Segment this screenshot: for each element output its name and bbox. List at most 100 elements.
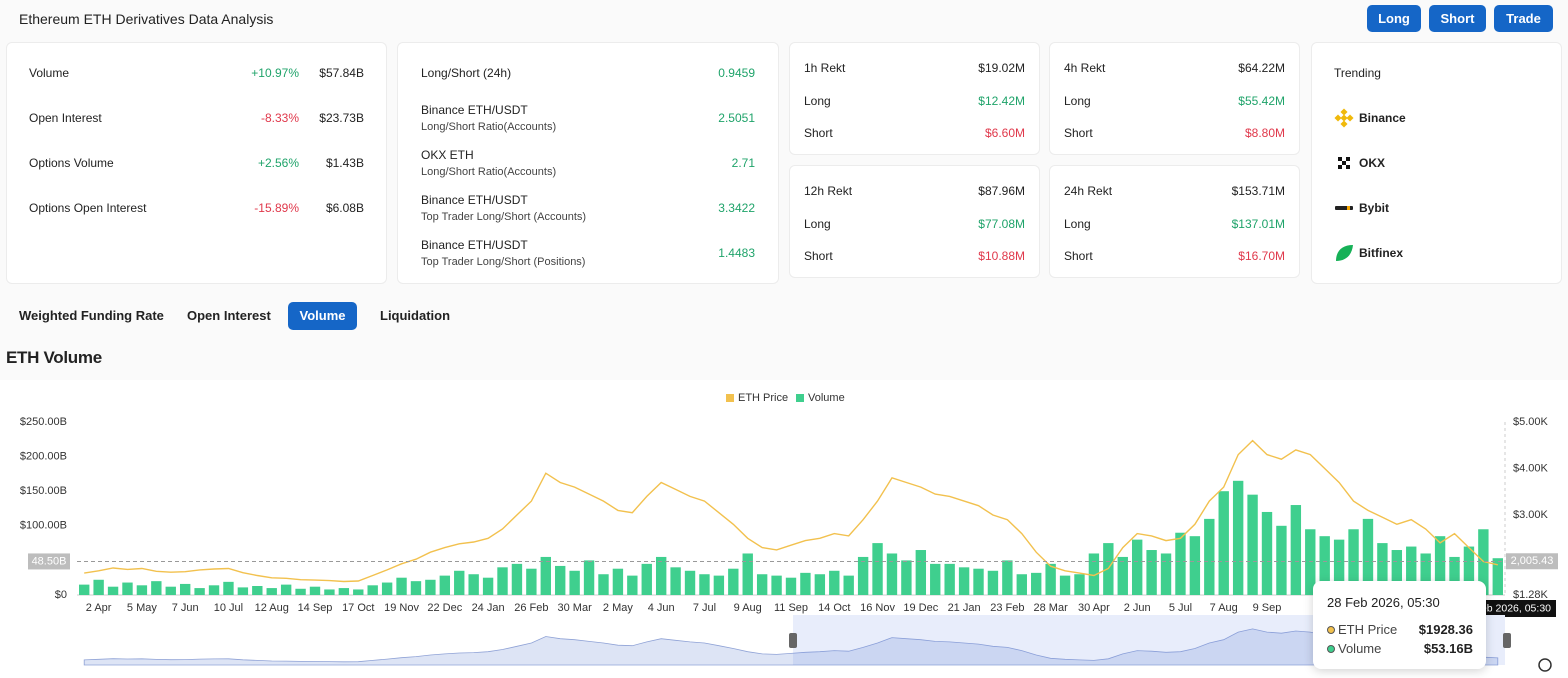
action-button[interactable]: Trade: [1494, 5, 1553, 32]
volume-bar: [699, 574, 710, 595]
rekt-long: $55.42M: [1238, 94, 1285, 108]
x-tick-label: 7 Aug: [1210, 602, 1238, 614]
exchange-logo: [1334, 108, 1354, 128]
y-tick-label: $100.00B: [20, 520, 67, 532]
exchange-logo: [1334, 243, 1354, 263]
rekt-total: $64.22M: [1238, 61, 1285, 75]
volume-bar: [122, 582, 133, 595]
tooltip-label: Volume: [1338, 641, 1382, 656]
y2-tick-label: $5.00K: [1513, 416, 1549, 428]
volume-bar: [641, 563, 652, 595]
volume-bar: [1449, 556, 1460, 595]
volume-bar: [410, 581, 422, 595]
volume-bar: [555, 565, 566, 595]
volume-bar: [151, 581, 162, 595]
navigator-handle[interactable]: [789, 633, 797, 648]
volume-bar: [93, 579, 104, 595]
action-button[interactable]: Long: [1367, 5, 1421, 32]
ratio-label: Long/Short (24h): [421, 66, 512, 80]
ratio-title: Binance ETH/USDT: [421, 193, 528, 207]
volume-bar: [684, 570, 696, 595]
x-tick-label: 14 Sep: [298, 602, 333, 614]
tooltip: 28 Feb 2026, 05:30 ETH Price $1928.36 Volum…: [1313, 581, 1486, 669]
volume-bar: [1016, 574, 1027, 595]
volume-bar: [915, 550, 927, 595]
tab[interactable]: Open Interest: [187, 308, 271, 323]
volume-bar: [771, 575, 782, 595]
navigator-handle[interactable]: [1503, 633, 1511, 648]
volume-bar: [598, 574, 609, 595]
rekt-short: $6.60M: [984, 126, 1025, 140]
rekt-card: 24h Rekt $153.71M Long $137.01M Short $16.70M: [1049, 165, 1300, 278]
legend-label: ETH Price: [738, 392, 788, 404]
volume-bar: [728, 568, 739, 595]
volume-bar: [1059, 575, 1071, 595]
volume-bar: [973, 568, 984, 595]
volume-bar: [179, 583, 191, 595]
y-tick-label: $150.00B: [20, 485, 67, 497]
x-tick-label: 21 Jan: [948, 602, 981, 614]
x-tick-label: 30 Apr: [1078, 602, 1110, 614]
volume-bar: [280, 584, 292, 595]
exchange-logo: [1334, 198, 1354, 218]
x-tick-label: 22 Dec: [427, 602, 462, 614]
rekt-card: 4h Rekt $64.22M Long $55.42M Short $8.80M: [1049, 42, 1300, 155]
volume-bar: [468, 574, 479, 595]
volume-bar: [237, 587, 249, 595]
volume-bar: [396, 577, 407, 595]
volume-bar: [958, 567, 970, 595]
volume-bar: [338, 588, 350, 595]
exchange-name[interactable]: Binance: [1359, 111, 1406, 125]
stat-label: Open Interest: [29, 111, 102, 125]
ratio-title: OKX ETH: [421, 148, 474, 162]
stat-label: Options Volume: [29, 156, 114, 170]
rekt-total: $153.71M: [1231, 184, 1285, 198]
volume-bar: [1131, 539, 1143, 595]
volume-bar: [266, 588, 277, 595]
x-tick-label: 24 Jan: [472, 602, 505, 614]
tab[interactable]: Weighted Funding Rate: [19, 308, 164, 323]
rekt-long: $137.01M: [1231, 217, 1285, 231]
settings-icon[interactable]: [1538, 658, 1552, 672]
volume-bar: [814, 574, 826, 595]
volume-bar: [583, 560, 595, 595]
rekt-short-label: Short: [804, 126, 833, 140]
exchange-name[interactable]: Bitfinex: [1359, 246, 1404, 260]
volume-bar: [930, 563, 941, 595]
rekt-long-label: Long: [804, 217, 831, 231]
volume-bar: [1261, 511, 1273, 595]
volume-bar: [353, 589, 364, 595]
tab[interactable]: Volume: [288, 302, 357, 330]
volume-bar: [843, 575, 854, 595]
trending-card: Trending Binance OKX Bybit Bitfinex: [1311, 42, 1562, 284]
x-tick-label: 16 Nov: [860, 602, 895, 614]
tab[interactable]: Liquidation: [380, 308, 451, 323]
volume-bar: [1463, 546, 1475, 595]
exchange-name[interactable]: OKX: [1359, 156, 1386, 170]
rekt-total: $19.02M: [978, 61, 1025, 75]
navigator-area: [83, 628, 1499, 666]
volume-bar: [1189, 536, 1201, 595]
volume-bar: [454, 570, 465, 595]
rekt-title: 24h Rekt: [1064, 184, 1113, 198]
volume-bar: [886, 553, 898, 595]
stat-value: $6.08B: [325, 201, 364, 215]
volume-bar: [1232, 480, 1244, 595]
volume-bar: [1175, 532, 1186, 595]
volume-bar: [439, 575, 451, 595]
exchange-name[interactable]: Bybit: [1359, 201, 1389, 215]
tooltip-label: ETH Price: [1338, 622, 1398, 637]
volume-bar: [627, 575, 638, 595]
volume-bar: [1319, 536, 1330, 595]
ratio-card: Long/Short (24h) 0.9459 Binance ETH/USDT Lo…: [397, 42, 779, 284]
volume-bar: [1031, 572, 1042, 595]
ratio-sub: Long/Short Ratio(Accounts): [421, 166, 557, 178]
ratio-value: 2.5051: [718, 111, 755, 125]
y-tick-label: $200.00B: [20, 451, 67, 463]
action-button[interactable]: Short: [1429, 5, 1486, 32]
x-tick-label: 7 Jun: [172, 602, 199, 614]
y2-tick-label: $4.00K: [1513, 462, 1549, 474]
ratio-value: 2.71: [731, 156, 755, 170]
x-tick-label: 5 May: [127, 602, 157, 614]
